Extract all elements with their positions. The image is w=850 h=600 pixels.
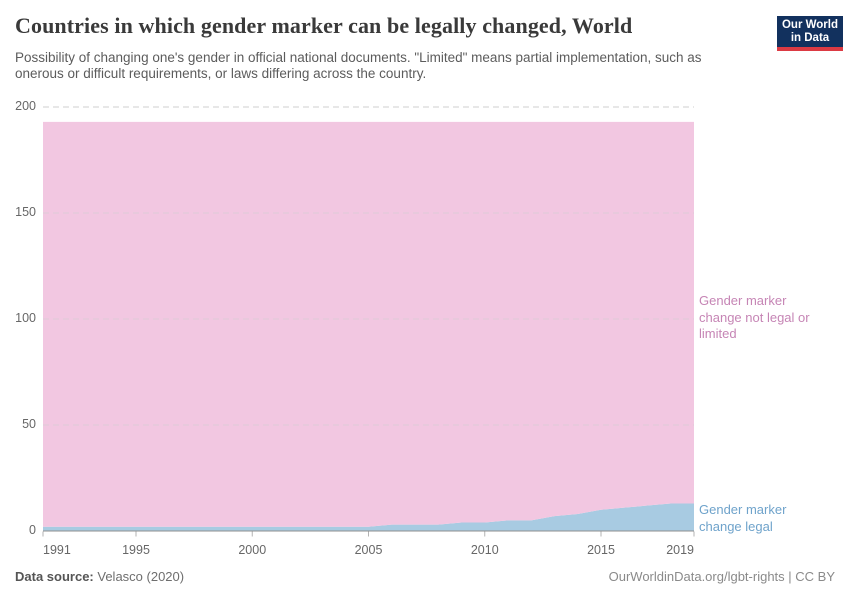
credit-link[interactable]: OurWorldinData.org/lgbt-rights | CC BY bbox=[608, 569, 835, 584]
series-label-legal[interactable]: Gender marker change legal bbox=[699, 502, 787, 534]
page-title: Countries in which gender marker can be … bbox=[15, 13, 633, 38]
x-tick-label: 1991 bbox=[43, 543, 71, 557]
data-source-value: Velasco (2020) bbox=[97, 569, 185, 584]
owid-logo-line2: in Data bbox=[790, 31, 830, 44]
x-tick-label: 1995 bbox=[122, 543, 150, 557]
x-tick-label: 2010 bbox=[470, 543, 499, 557]
y-tick-label: 50 bbox=[22, 417, 36, 431]
data-source-label: Data source: bbox=[15, 569, 94, 584]
chart-subtitle: Possibility of changing one's gender in … bbox=[15, 50, 702, 82]
owid-logo-line1: Our World bbox=[781, 18, 838, 31]
x-tick-label: 2000 bbox=[238, 543, 267, 557]
y-tick-label: 0 bbox=[29, 523, 36, 537]
series-label-not-legal[interactable]: Gender marker change not legal or limite… bbox=[699, 293, 810, 341]
y-tick-label: 100 bbox=[15, 311, 36, 325]
y-tick-label: 200 bbox=[15, 99, 36, 113]
owid-logo[interactable]: Our World in Data bbox=[777, 16, 843, 51]
x-tick-label: 2019 bbox=[666, 543, 694, 557]
x-tick-label: 2005 bbox=[354, 543, 383, 557]
y-tick-label: 150 bbox=[15, 205, 36, 219]
x-tick-label: 2015 bbox=[587, 543, 615, 557]
data-source-note: Data source: Velasco (2020) bbox=[15, 569, 184, 584]
